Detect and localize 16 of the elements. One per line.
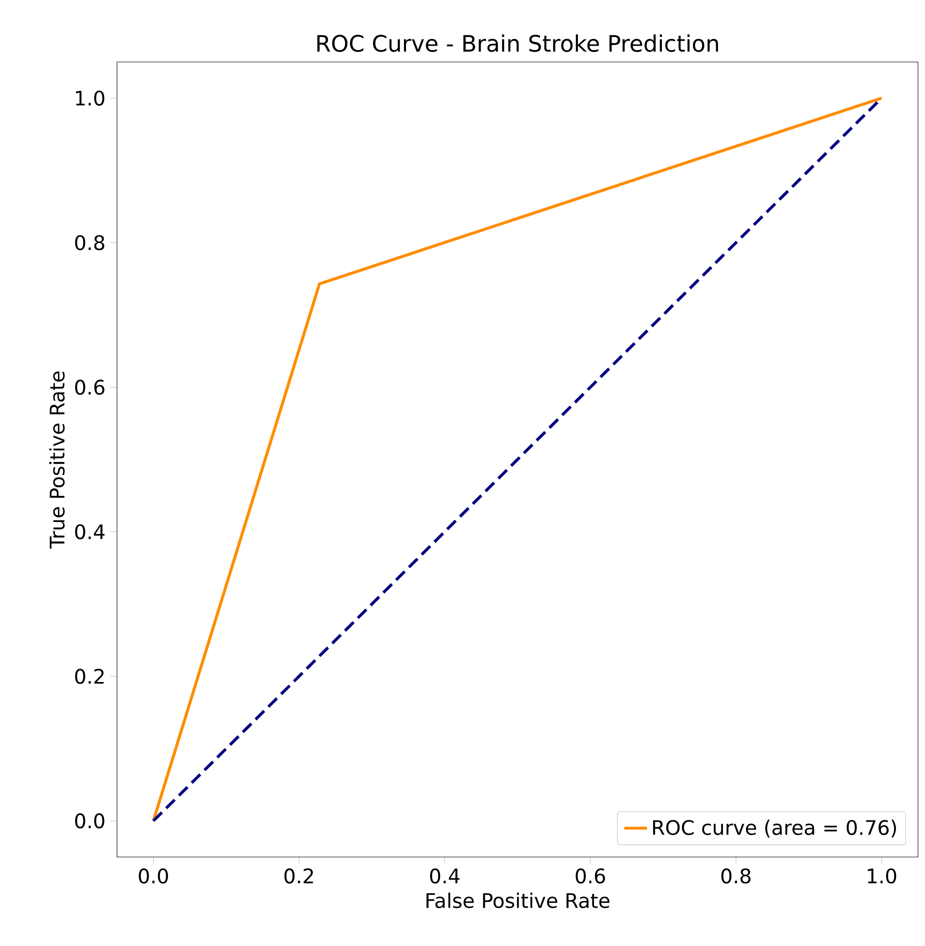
x-tick-label: 0.0 (138, 868, 168, 884)
x-tick-label: 1.0 (868, 868, 896, 884)
x-tick-label: 0.8 (721, 868, 750, 884)
x-tick-label: 0.6 (576, 868, 605, 884)
chart-title: ROC Curve - Brain Stroke Prediction (317, 34, 718, 52)
y-tick-label: 0.0 (75, 813, 104, 828)
y-axis-title: True Positive Rate (49, 371, 65, 549)
y-tick-label: 0.6 (75, 380, 104, 395)
x-tick-label: 0.4 (430, 868, 460, 884)
legend-label: ROC curve (area = 0.76) (653, 820, 896, 838)
y-tick-label: 1.0 (76, 90, 104, 106)
y-tick-label: 0.2 (75, 668, 104, 684)
y-tick-label: 0.8 (75, 235, 104, 250)
x-axis-title: False Positive Rate (426, 892, 610, 908)
y-tick-label: 0.4 (75, 524, 104, 540)
x-tick-label: 0.2 (284, 868, 313, 884)
